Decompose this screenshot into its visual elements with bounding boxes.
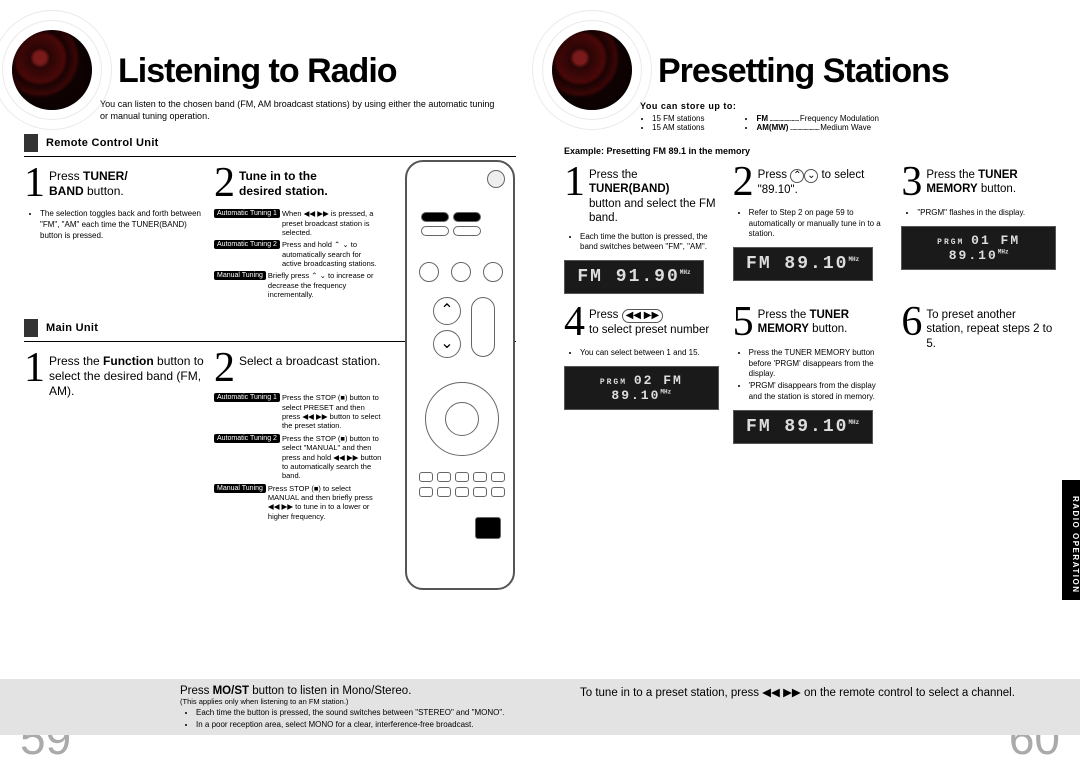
- auto-tuning-1-tag: Automatic Tuning 1: [214, 209, 280, 218]
- example-heading: Example: Presetting FM 89.1 in the memor…: [564, 146, 1056, 156]
- lcd-display-2: FM 89.10MHz: [733, 247, 873, 281]
- footer-right: To tune in to a preset station, press ◀◀…: [540, 679, 1080, 735]
- step1-block: 1 Press TUNER/ BAND button. The selectio…: [24, 165, 204, 302]
- footer-band: Press MO/ST button to listen in Mono/Ste…: [0, 679, 1080, 735]
- mstep2-block: 2 Select a broadcast station. Automatic …: [214, 350, 382, 525]
- preset-step-2: 2 Press ⌃⌄ to select "89.10". Refer to S…: [733, 164, 888, 294]
- preset-step-4: 4 Press ◀◀ ▶▶to select preset number You…: [564, 304, 719, 444]
- auto-tuning-2-tag: Automatic Tuning 2: [214, 240, 280, 249]
- main-step-1-number: 1: [24, 350, 45, 388]
- speaker-icon: [0, 0, 112, 120]
- preset-step-1: 1 Press theTUNER(BAND)button and select …: [564, 164, 719, 294]
- preset-step-5: 5 Press the TUNER MEMORY button. Press t…: [733, 304, 888, 444]
- page-title-left: Listening to Radio: [118, 52, 516, 91]
- page-left: Listening to Radio You can listen to the…: [0, 0, 540, 763]
- step-2-number: 2: [214, 165, 235, 203]
- main-step-1-text: Press the Function button to select the …: [49, 350, 204, 399]
- main-step-2-number: 2: [214, 350, 235, 388]
- main-step-2-text: Select a broadcast station.: [239, 350, 380, 369]
- page-right: Presetting Stations You can store up to:…: [540, 0, 1080, 763]
- page-title-right: Presetting Stations: [658, 52, 1056, 91]
- lcd-display-1: FM 91.90MHz: [564, 260, 704, 294]
- step2-block: 2 Tune in to thedesired station. Automat…: [214, 165, 382, 302]
- step1-bullet: The selection toggles back and forth bet…: [40, 209, 204, 241]
- side-tab: RADIO OPERATION: [1062, 480, 1080, 600]
- step-1-number: 1: [24, 165, 45, 203]
- lcd-display-5: FM 89.10MHz: [733, 410, 873, 444]
- preset-step-6: 6 To preset another station, repeat step…: [901, 304, 1056, 444]
- footer-left: Press MO/ST button to listen in Mono/Ste…: [0, 679, 540, 735]
- remote-control-illustration: ⌃ ⌄: [390, 150, 530, 600]
- step-2-text: Tune in to thedesired station.: [239, 165, 328, 199]
- mstep1-block: 1 Press the Function button to select th…: [24, 350, 204, 525]
- store-info: You can store up to: 15 FM stations 15 A…: [640, 101, 1056, 132]
- subtitle-left: You can listen to the chosen band (FM, A…: [100, 99, 500, 122]
- preset-step-3: 3 Press the TUNER MEMORY button. "PRGM" …: [901, 164, 1056, 294]
- lcd-display-3: PRGM 01 FM 89.10MHz: [901, 226, 1056, 270]
- step-1-text: Press TUNER/ BAND button.: [49, 165, 128, 199]
- speaker-icon: [532, 0, 652, 120]
- lcd-display-4: PRGM 02 FM 89.10MHz: [564, 366, 719, 410]
- manual-spread: Listening to Radio You can listen to the…: [0, 0, 1080, 763]
- manual-tuning-tag: Manual Tuning: [214, 271, 266, 280]
